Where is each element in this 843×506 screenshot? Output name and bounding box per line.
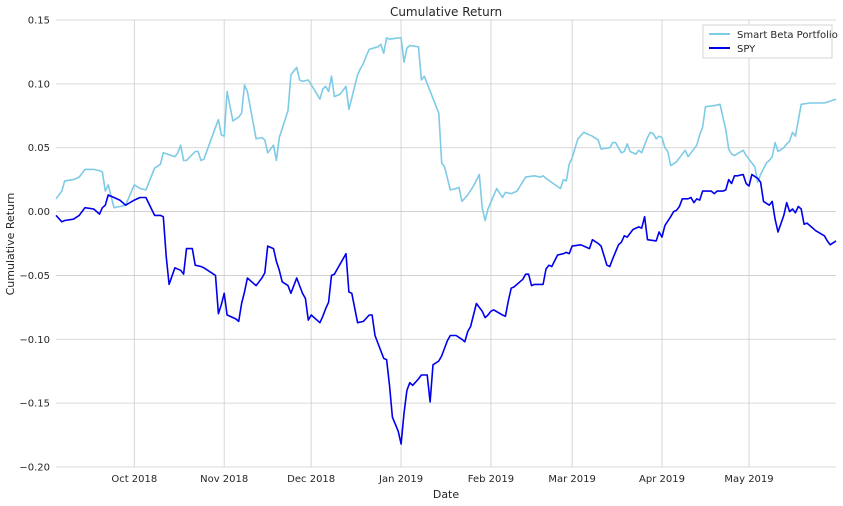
legend-label-smart-beta: Smart Beta Portfolio xyxy=(737,30,838,41)
y-tick-label: −0.10 xyxy=(19,335,50,346)
plot-area xyxy=(55,19,837,468)
y-tick-label: −0.05 xyxy=(19,271,50,282)
x-axis-ticks: Oct 2018 Nov 2018 Dec 2018 Jan 2019 Feb 2019… xyxy=(111,474,773,485)
y-tick-label: −0.15 xyxy=(19,399,50,410)
x-tick-label: Feb 2019 xyxy=(468,474,514,485)
y-tick-label: −0.20 xyxy=(19,463,50,474)
legend: Smart Beta Portfolio SPY xyxy=(702,24,838,59)
grid-lines xyxy=(56,19,836,468)
chart-title: Cumulative Return xyxy=(390,5,502,19)
x-tick-label: Dec 2018 xyxy=(287,474,335,485)
x-axis-label: Date xyxy=(433,488,460,501)
x-tick-label: Oct 2018 xyxy=(111,474,157,485)
x-tick-label: Jan 2019 xyxy=(378,474,423,485)
x-tick-label: Mar 2019 xyxy=(548,474,596,485)
plot-background xyxy=(56,20,836,467)
x-tick-label: May 2019 xyxy=(724,474,773,485)
series-line-spy xyxy=(55,173,837,445)
legend-label-spy: SPY xyxy=(737,44,756,55)
x-tick-label: Apr 2019 xyxy=(639,474,685,485)
y-tick-label: 0.10 xyxy=(28,79,50,90)
series-line-smart-beta-portfolio xyxy=(55,37,837,222)
y-axis-label: Cumulative Return xyxy=(4,193,17,296)
y-tick-label: 0.00 xyxy=(28,207,50,218)
x-tick-label: Nov 2018 xyxy=(200,474,248,485)
y-tick-label: 0.05 xyxy=(28,143,50,154)
series-layer xyxy=(55,37,837,445)
y-axis-ticks: 0.15 0.10 0.05 0.00 −0.05 −0.10 −0.15 −0.20 xyxy=(19,16,50,474)
y-tick-label: 0.15 xyxy=(28,16,50,27)
legend-box xyxy=(702,24,833,59)
